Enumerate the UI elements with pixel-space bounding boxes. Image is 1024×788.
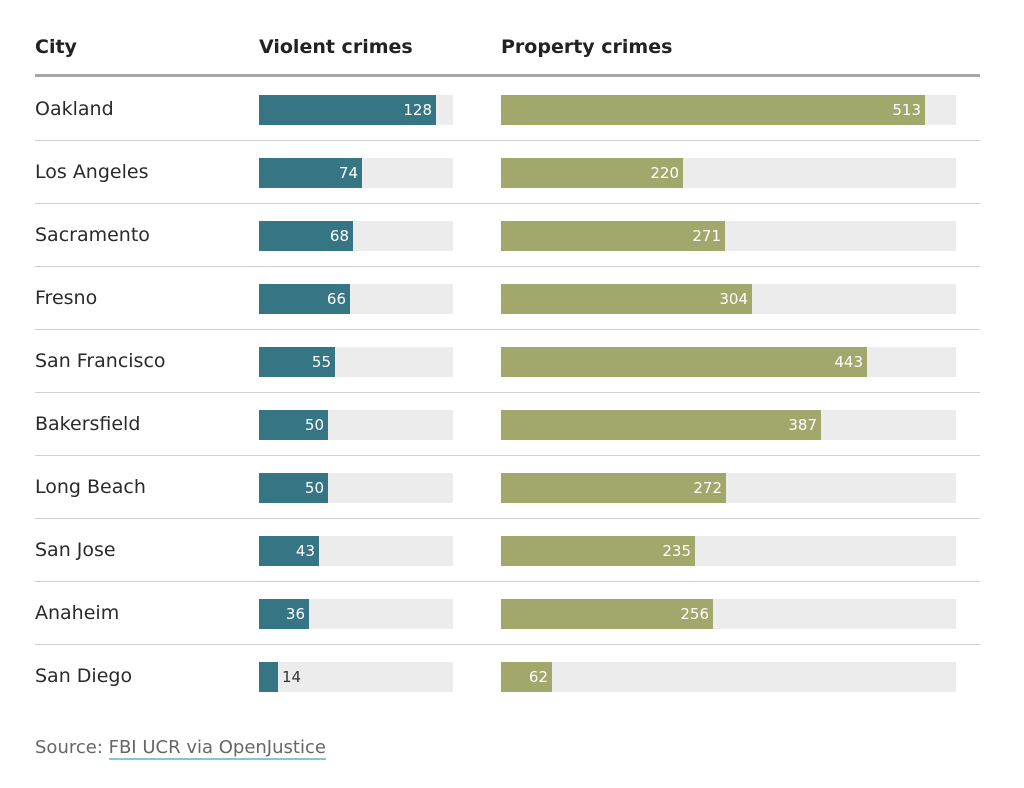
city-label: San Jose [35, 539, 116, 561]
table-row: Bakersfield 50 387 [35, 393, 980, 456]
table-row: San Jose 43 235 [35, 519, 980, 582]
property-bar [501, 221, 725, 251]
violent-track: 50 [259, 410, 453, 440]
violent-track: 66 [259, 284, 453, 314]
property-value-label: 443 [834, 353, 863, 371]
city-label: Sacramento [35, 224, 150, 246]
table-row: Sacramento 68 271 [35, 204, 980, 267]
violent-value-label: 14 [282, 668, 302, 686]
city-label: Anaheim [35, 602, 120, 624]
property-track: 513 [501, 95, 956, 125]
table-row: San Francisco 55 443 [35, 330, 980, 393]
row-divider [35, 392, 980, 393]
row-divider [35, 140, 980, 141]
violent-track: 68 [259, 221, 453, 251]
property-track: 256 [501, 599, 956, 629]
property-value-label: 387 [788, 416, 817, 434]
table-row: Fresno 66 304 [35, 267, 980, 330]
violent-bar [259, 95, 436, 125]
violent-value-label: 66 [326, 290, 346, 308]
violent-bar [259, 284, 350, 314]
property-value-label: 62 [528, 668, 548, 686]
violent-value-label: 55 [311, 353, 331, 371]
property-bar [501, 284, 752, 314]
violent-track: 128 [259, 95, 453, 125]
city-label: Bakersfield [35, 413, 141, 435]
violent-value-label: 43 [295, 542, 315, 560]
property-bar [501, 473, 726, 503]
row-divider [35, 581, 980, 582]
property-track: 443 [501, 347, 956, 377]
city-label: San Diego [35, 665, 133, 687]
city-label: Long Beach [35, 476, 146, 498]
property-bar [501, 347, 867, 377]
property-value-label: 513 [892, 101, 921, 119]
city-label: Los Angeles [35, 161, 149, 183]
violent-bar [259, 158, 362, 188]
violent-track: 14 [259, 662, 453, 692]
property-value-label: 304 [719, 290, 748, 308]
violent-value-label: 50 [304, 479, 324, 497]
row-divider [35, 203, 980, 204]
table-row: Los Angeles 74 220 [35, 141, 980, 204]
city-label: Fresno [35, 287, 98, 309]
row-divider [35, 455, 980, 456]
property-track: 304 [501, 284, 956, 314]
violent-track: 36 [259, 599, 453, 629]
violent-bar [259, 662, 278, 692]
property-bar [501, 158, 683, 188]
violent-track: 50 [259, 473, 453, 503]
header-city: City [35, 36, 77, 58]
property-track: 62 [501, 662, 956, 692]
property-value-label: 256 [680, 605, 709, 623]
row-divider [35, 644, 980, 645]
property-value-label: 271 [692, 227, 721, 245]
violent-value-label: 36 [285, 605, 305, 623]
city-label: San Francisco [35, 350, 166, 372]
property-track: 271 [501, 221, 956, 251]
property-track: 387 [501, 410, 956, 440]
source-note: Source: FBI UCR via OpenJustice [35, 737, 326, 760]
violent-bar [259, 473, 328, 503]
city-label: Oakland [35, 98, 114, 120]
property-bar [501, 95, 925, 125]
table-row: Anaheim 36 256 [35, 582, 980, 645]
row-divider [35, 266, 980, 267]
row-divider [35, 518, 980, 519]
violent-bar [259, 536, 319, 566]
header-violent: Violent crimes [259, 36, 413, 58]
violent-value-label: 50 [304, 416, 324, 434]
header-property: Property crimes [501, 36, 673, 58]
violent-bar [259, 347, 335, 377]
table-row: Long Beach 50 272 [35, 456, 980, 519]
violent-value-label: 128 [403, 101, 432, 119]
violent-track: 74 [259, 158, 453, 188]
violent-track: 43 [259, 536, 453, 566]
violent-value-label: 68 [329, 227, 349, 245]
property-value-label: 220 [650, 164, 679, 182]
property-bar [501, 662, 552, 692]
table-row: San Diego 14 62 [35, 645, 980, 708]
property-bar [501, 599, 713, 629]
property-value-label: 235 [662, 542, 691, 560]
property-track: 235 [501, 536, 956, 566]
source-link[interactable]: FBI UCR via OpenJustice [108, 737, 326, 760]
violent-value-label: 74 [338, 164, 358, 182]
header-rule [35, 74, 980, 77]
row-divider [35, 329, 980, 330]
violent-bar [259, 221, 353, 251]
property-track: 272 [501, 473, 956, 503]
source-label: Source: [35, 737, 109, 758]
violent-track: 55 [259, 347, 453, 377]
property-value-label: 272 [693, 479, 722, 497]
property-bar [501, 410, 821, 440]
table-row: Oakland 128 513 [35, 78, 980, 141]
violent-bar [259, 599, 309, 629]
violent-bar [259, 410, 328, 440]
property-track: 220 [501, 158, 956, 188]
property-bar [501, 536, 695, 566]
